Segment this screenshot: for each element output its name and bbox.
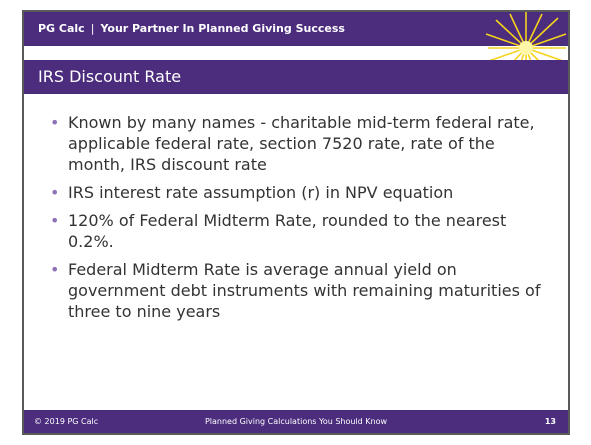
page-number: 13 [544,417,556,426]
bullet: 120% of Federal Midterm Rate, rounded to… [48,210,548,252]
bullet: IRS interest rate assumption (r) in NPV … [48,182,548,203]
title-bar: IRS Discount Rate [24,60,568,94]
footer-title: Planned Giving Calculations You Should K… [204,417,388,426]
bullet: Federal Midterm Rate is average annual y… [48,259,548,322]
header-bar: PG Calc | Your Partner In Planned Giving S… [24,12,568,46]
separator: | [90,22,95,35]
tagline: Your Partner In Planned Giving Success [100,22,345,35]
bullet-list: Known by many names - charitable mid-ter… [48,112,548,329]
slide: PG Calc | Your Partner In Planned Giving S… [22,10,570,435]
brand-line: PG Calc | Your Partner In Planned Giving S… [38,22,351,35]
bullet: Known by many names - charitable mid-ter… [48,112,548,175]
copyright: © 2019 PG Calc [34,417,99,426]
footer-bar: © 2019 PG Calc Planned Giving Calculatio… [24,410,568,433]
slide-title: IRS Discount Rate [38,67,182,86]
brand: PG Calc [38,22,85,35]
